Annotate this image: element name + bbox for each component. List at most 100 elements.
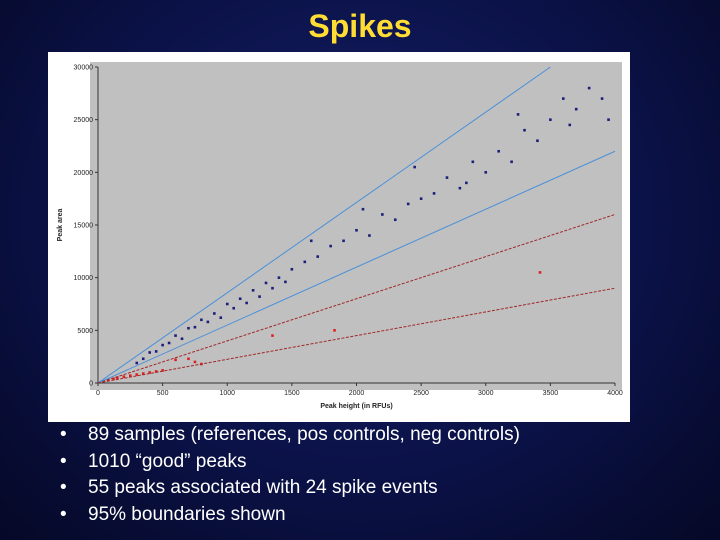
point bbox=[600, 97, 604, 100]
point bbox=[122, 375, 126, 378]
point bbox=[284, 280, 287, 284]
point bbox=[251, 289, 255, 292]
point bbox=[406, 202, 410, 206]
plot-area bbox=[90, 62, 622, 390]
point bbox=[116, 376, 119, 380]
point bbox=[465, 181, 468, 185]
y-tick-label: 25000 bbox=[74, 117, 94, 124]
x-tick-label: 3500 bbox=[543, 390, 559, 397]
point bbox=[587, 86, 591, 90]
point bbox=[290, 267, 294, 271]
point bbox=[381, 213, 384, 216]
point bbox=[167, 341, 171, 345]
point bbox=[549, 118, 552, 121]
point bbox=[471, 160, 475, 164]
point bbox=[154, 370, 158, 373]
point bbox=[333, 329, 336, 332]
bullet-list: 89 samples (references, pos controls, ne… bbox=[60, 422, 520, 528]
bullet: 89 samples (references, pos controls, ne… bbox=[60, 422, 520, 449]
point bbox=[361, 207, 365, 211]
y-tick-label: 20000 bbox=[74, 170, 94, 177]
point bbox=[445, 176, 449, 179]
point bbox=[497, 149, 500, 153]
point bbox=[112, 377, 115, 381]
point bbox=[141, 372, 145, 375]
chart: 0 5000 10000 15000 20000 25000 30000 0 500 1000 15… bbox=[48, 52, 630, 422]
point bbox=[232, 306, 236, 310]
point bbox=[219, 316, 223, 319]
point bbox=[206, 320, 210, 324]
point bbox=[135, 373, 139, 376]
x-axis-label: Peak height (in RFUs) bbox=[320, 403, 392, 410]
x-tick-label: 2500 bbox=[413, 390, 429, 397]
point bbox=[193, 325, 197, 329]
bullet: 55 peaks associated with 24 spike events bbox=[60, 475, 520, 502]
y-tick-label: 10000 bbox=[74, 275, 94, 282]
point bbox=[393, 218, 397, 222]
point bbox=[148, 371, 151, 374]
boundary-line bbox=[98, 66, 551, 383]
point bbox=[187, 357, 190, 361]
point bbox=[271, 286, 274, 290]
x-tick-label: 1500 bbox=[284, 390, 300, 397]
point bbox=[607, 118, 610, 121]
point bbox=[413, 165, 416, 169]
point bbox=[536, 139, 539, 143]
point bbox=[458, 186, 462, 190]
point bbox=[264, 281, 268, 285]
boundary-line bbox=[98, 150, 616, 383]
y-axis-label: Peak area bbox=[57, 209, 64, 242]
y-tick-label: 30000 bbox=[74, 65, 94, 72]
point bbox=[419, 197, 423, 200]
point bbox=[135, 361, 139, 365]
boundary-line bbox=[98, 287, 616, 383]
point bbox=[200, 318, 203, 322]
boundary-line bbox=[98, 213, 616, 383]
x-tick-label: 1000 bbox=[219, 390, 235, 397]
point bbox=[180, 337, 184, 341]
x-tick-label: 3000 bbox=[478, 390, 494, 397]
x-tick-label: 4000 bbox=[607, 390, 623, 397]
point bbox=[187, 326, 190, 330]
point bbox=[510, 160, 513, 164]
point bbox=[174, 334, 177, 337]
point bbox=[161, 369, 164, 372]
x-tick-label: 0 bbox=[96, 390, 100, 397]
point bbox=[342, 239, 345, 243]
point bbox=[271, 334, 274, 337]
bullet: 95% boundaries shown bbox=[60, 502, 520, 529]
point bbox=[574, 107, 578, 111]
y-tick-label: 5000 bbox=[77, 328, 93, 335]
point bbox=[568, 123, 572, 127]
point bbox=[245, 301, 248, 305]
point bbox=[238, 297, 242, 301]
point bbox=[148, 351, 151, 354]
point bbox=[129, 374, 132, 377]
point bbox=[154, 350, 158, 353]
point bbox=[309, 239, 313, 243]
point bbox=[213, 312, 216, 315]
point bbox=[523, 128, 526, 132]
point bbox=[277, 276, 281, 279]
point bbox=[141, 357, 145, 361]
y-tick-label: 0 bbox=[89, 381, 93, 388]
point bbox=[538, 271, 542, 274]
x-tick-label: 500 bbox=[157, 390, 169, 397]
point bbox=[225, 302, 229, 306]
y-tick-label: 15000 bbox=[74, 223, 94, 230]
point bbox=[316, 255, 320, 258]
x-tick-label: 2000 bbox=[349, 390, 365, 397]
point bbox=[329, 244, 332, 248]
point bbox=[484, 171, 488, 174]
bullet: 1010 “good” peaks bbox=[60, 449, 520, 476]
slide-title: Spikes bbox=[308, 8, 412, 44]
point bbox=[562, 97, 565, 100]
point bbox=[432, 192, 436, 195]
point bbox=[355, 228, 358, 232]
point bbox=[193, 360, 197, 364]
point bbox=[258, 295, 261, 298]
point bbox=[174, 358, 177, 362]
point bbox=[161, 343, 164, 347]
point bbox=[368, 234, 371, 237]
